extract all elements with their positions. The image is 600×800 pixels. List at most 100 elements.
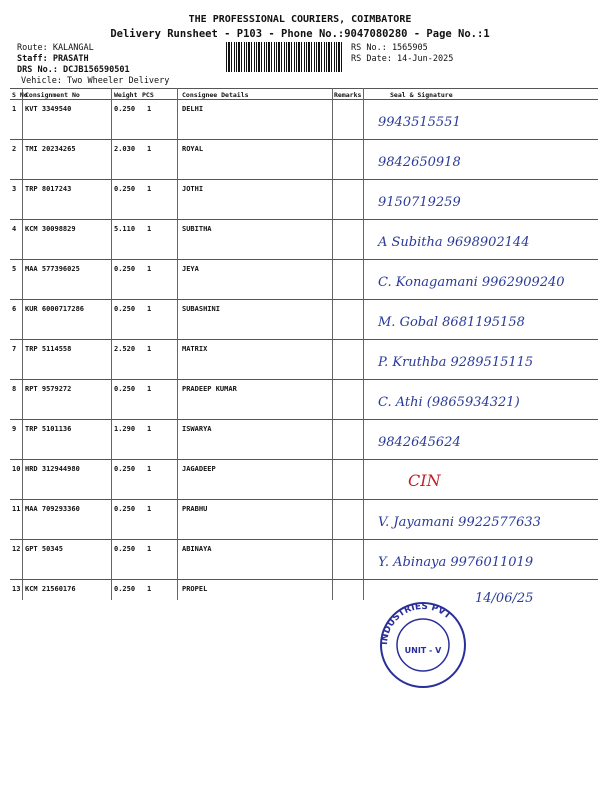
cell-weight: 0.250 [114, 465, 136, 473]
row-divider [10, 379, 598, 380]
signature: 9943515551 [363, 100, 598, 140]
signature: 9842645624 [363, 420, 598, 460]
cell-weight: 0.250 [114, 105, 136, 113]
cell-consignment: TRP 8017243 [25, 185, 72, 193]
runsheet-table: S No Consignment No Weight PCS Consignee… [10, 88, 598, 600]
cell-pcs: 1 [147, 345, 152, 353]
cell-sno: 11 [12, 505, 21, 513]
cell-consignment: KCM 21560176 [25, 585, 76, 593]
company-title: THE PROFESSIONAL COURIERS, COIMBATORE [188, 14, 412, 25]
cell-consignment: MAA 577396025 [25, 265, 80, 273]
signature-text: Y. Abinaya 9976011019 [378, 555, 533, 570]
cell-pcs: 1 [147, 585, 152, 593]
cell-consignee: JEYA [182, 265, 199, 273]
signature-text: A Subitha 9698902144 [377, 235, 529, 250]
row-divider [10, 299, 598, 300]
cell-weight: 0.250 [114, 265, 136, 273]
row-divider [10, 179, 598, 180]
row-divider [10, 539, 598, 540]
col-header: Remarks [334, 91, 362, 99]
cell-consignee: ROYAL [182, 145, 204, 153]
cell-consignee: SUBASHINI [182, 305, 220, 313]
cell-pcs: 1 [147, 505, 152, 513]
cell-pcs: 1 [147, 225, 152, 233]
cell-pcs: 1 [147, 145, 152, 153]
cell-consignment: RPT 9579272 [25, 385, 72, 393]
cell-weight: 0.250 [114, 585, 136, 593]
barcode [226, 42, 344, 72]
signature: CIN [363, 460, 598, 500]
runsheet-subtitle: Delivery Runsheet - P103 - Phone No.:904… [110, 28, 490, 40]
col-header: Consignment No [25, 91, 80, 99]
cell-consignee: PRABHU [182, 505, 208, 513]
col-header: Seal & Signature [390, 91, 453, 99]
cell-consignee: MATRIX [182, 345, 208, 353]
row-divider [10, 139, 598, 140]
cell-consignee: PRADEEP KUMAR [182, 385, 237, 393]
row-divider [10, 219, 598, 220]
signature: C. Konagamani 9962909240 [363, 260, 598, 300]
divider [111, 88, 112, 600]
cell-consignee: ABINAYA [182, 545, 212, 553]
stamp-unit: UNIT - V [405, 646, 443, 655]
signature-text: 14/06/25 [475, 591, 533, 606]
col-header: Consignee Details [182, 91, 249, 99]
cell-consignee: DELHI [182, 105, 204, 113]
signature-text: M. Gobal 8681195158 [377, 315, 525, 330]
cell-consignment: HRD 312944980 [25, 465, 80, 473]
cell-weight: 5.110 [114, 225, 136, 233]
cell-pcs: 1 [147, 305, 152, 313]
drs-number: DRS No.: DCJB156590501 [17, 65, 130, 75]
cell-sno: 1 [12, 105, 17, 113]
cell-weight: 0.250 [114, 545, 136, 553]
signature: M. Gobal 8681195158 [363, 300, 598, 340]
cell-consignee: PROPEL [182, 585, 208, 593]
cell-pcs: 1 [147, 545, 152, 553]
signature: 9150719259 [363, 180, 598, 220]
row-divider [10, 579, 598, 580]
cell-pcs: 1 [147, 105, 152, 113]
cell-weight: 1.290 [114, 425, 136, 433]
cell-consignment: MAA 709293360 [25, 505, 80, 513]
cell-sno: 7 [12, 345, 17, 353]
cell-consignment: KUR 6000717286 [25, 305, 85, 313]
cell-pcs: 1 [147, 425, 152, 433]
signature-text: CIN [408, 471, 442, 490]
staff: Staff: PRASATH [17, 54, 89, 64]
cell-consignment: KVT 3349540 [25, 105, 72, 113]
cell-weight: 0.250 [114, 185, 136, 193]
signature: A Subitha 9698902144 [363, 220, 598, 260]
vehicle: Vehicle: Two Wheeler Delivery [21, 76, 170, 86]
cell-sno: 3 [12, 185, 17, 193]
col-header: S No [12, 91, 28, 99]
divider [332, 88, 333, 600]
signature-text: 9842645624 [378, 435, 461, 450]
cell-sno: 8 [12, 385, 17, 393]
rs-date: RS Date: 14-Jun-2025 [351, 54, 454, 64]
cell-weight: 0.250 [114, 385, 136, 393]
signature: Y. Abinaya 9976011019 [363, 540, 598, 580]
row-divider [10, 259, 598, 260]
signature: C. Athi (9865934321) [363, 380, 598, 420]
cell-sno: 10 [12, 465, 21, 473]
row-divider [10, 339, 598, 340]
cell-sno: 4 [12, 225, 17, 233]
route: Route: KALANGAL [17, 43, 94, 53]
signature-text: V. Jayamani 9922577633 [378, 515, 541, 530]
cell-consignee: JAGADEEP [182, 465, 216, 473]
cell-weight: 2.030 [114, 145, 136, 153]
divider [363, 88, 364, 600]
cell-pcs: 1 [147, 465, 152, 473]
cell-pcs: 1 [147, 385, 152, 393]
cell-consignment: KCM 30098829 [25, 225, 76, 233]
divider [177, 88, 178, 600]
signature-text: C. Konagamani 9962909240 [378, 275, 565, 290]
cell-sno: 9 [12, 425, 17, 433]
signature-text: 9842650918 [378, 155, 461, 170]
cell-sno: 12 [12, 545, 21, 553]
signature-text: 9943515551 [378, 115, 461, 130]
signature: P. Kruthba 9289515115 [363, 340, 598, 380]
cell-consignee: ISWARYA [182, 425, 212, 433]
cell-sno: 6 [12, 305, 17, 313]
divider [22, 88, 23, 600]
